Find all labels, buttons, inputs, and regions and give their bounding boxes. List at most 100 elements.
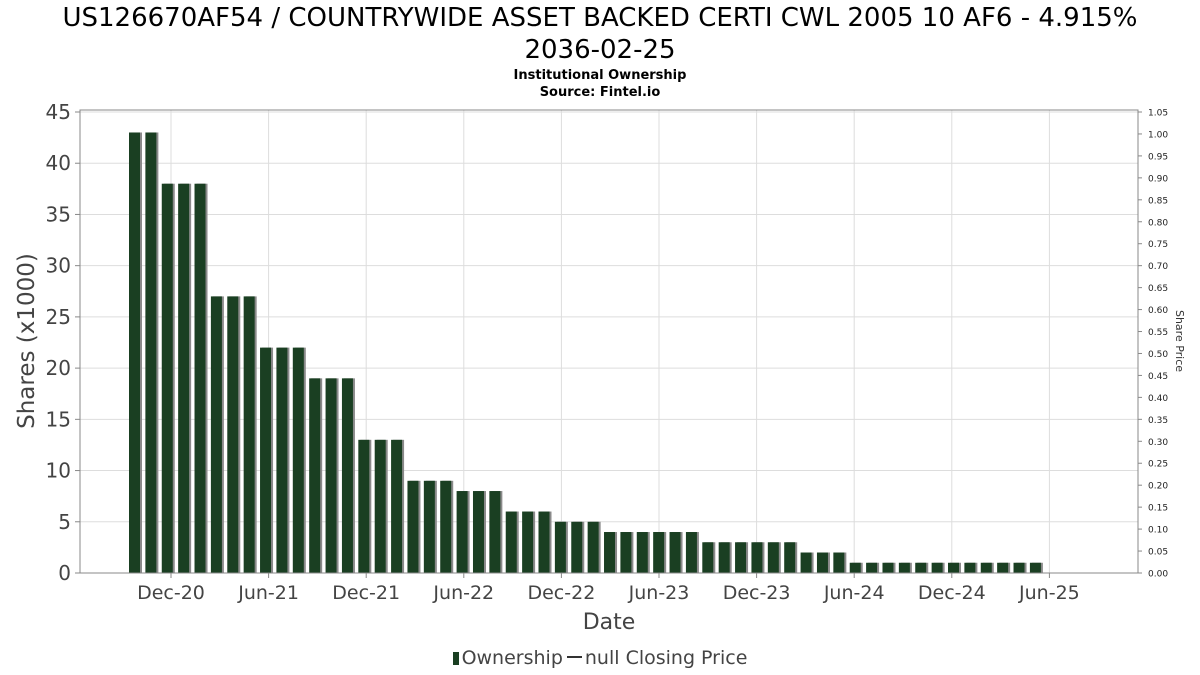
ownership-bar	[931, 562, 943, 573]
x-axis-label: Date	[583, 610, 636, 635]
y2-tick-label: 0.45	[1148, 372, 1168, 382]
ownership-bar	[604, 532, 616, 573]
ownership-bar	[751, 542, 763, 573]
ownership-bar	[1013, 562, 1025, 573]
ownership-bar	[784, 542, 796, 573]
y2-tick-label: 0.20	[1148, 482, 1168, 492]
price-line-icon	[566, 656, 582, 658]
ownership-bar	[194, 183, 206, 573]
ownership-bar	[489, 491, 501, 573]
y2-tick-label: 0.05	[1148, 548, 1168, 558]
y-tick-label: 10	[46, 459, 71, 483]
legend-price: null Closing Price	[584, 647, 748, 669]
legend-ownership: Ownership	[461, 647, 563, 669]
ownership-bar	[161, 183, 173, 573]
ownership-bar	[653, 532, 665, 573]
y-tick-label: 0	[58, 561, 71, 585]
ownership-bar	[620, 532, 632, 573]
y-axis-ticks: 0 5 10 15 20 25 30 35 40 45	[46, 100, 80, 585]
y2-tick-label: 0.55	[1148, 328, 1168, 338]
ownership-bar	[816, 552, 828, 573]
y2-tick-label: 0.70	[1148, 262, 1168, 272]
y2-tick-label: 0.35	[1148, 416, 1168, 426]
chart-title-line1: US126670AF54 / COUNTRYWIDE ASSET BACKED …	[62, 3, 1138, 33]
chart-title-line2: 2036-02-25	[524, 35, 676, 65]
ownership-bar	[997, 562, 1009, 573]
ownership-bar	[145, 132, 157, 573]
y-tick-label: 30	[46, 254, 71, 278]
ownership-bar	[636, 532, 648, 573]
ownership-bar	[309, 378, 321, 573]
y2-tick-label: 0.85	[1148, 196, 1168, 206]
y2-tick-label: 0.30	[1148, 438, 1168, 448]
y-tick-label: 20	[46, 356, 71, 380]
ownership-bar	[538, 511, 550, 573]
ownership-bar	[227, 296, 239, 573]
ownership-bar	[915, 562, 927, 573]
x-tick-label: Jun-21	[237, 582, 299, 604]
y-tick-label: 45	[46, 100, 71, 124]
x-tick-label: Jun-24	[823, 582, 885, 604]
ownership-bar	[505, 511, 517, 573]
ownership-bar	[866, 562, 878, 573]
ownership-bar	[554, 521, 566, 573]
ownership-bar	[456, 491, 468, 573]
x-tick-label: Dec-23	[723, 582, 791, 604]
ownership-bar	[571, 521, 583, 573]
ownership-bar	[292, 347, 304, 573]
ownership-bar	[587, 521, 599, 573]
y2-tick-label: 0.75	[1148, 240, 1168, 250]
chart-source: Source: Fintel.io	[539, 85, 661, 100]
y2-axis-label: Share Price	[1173, 310, 1186, 372]
y2-tick-label: 0.00	[1148, 570, 1168, 580]
ownership-bar	[358, 439, 370, 573]
ownership-bar	[735, 542, 747, 573]
ownership-bar	[702, 542, 714, 573]
ownership-bar	[767, 542, 779, 573]
ownership-bar	[833, 552, 845, 573]
ownership-bar	[898, 562, 910, 573]
x-tick-label: Dec-24	[918, 582, 986, 604]
ownership-bar	[980, 562, 992, 573]
ownership-bar	[210, 296, 222, 573]
ownership-bar	[178, 183, 190, 573]
ownership-bar	[849, 562, 861, 573]
ownership-bar	[669, 532, 681, 573]
ownership-bar	[129, 132, 140, 573]
ownership-bar	[522, 511, 534, 573]
ownership-bar	[882, 562, 894, 573]
ownership-bar	[964, 562, 976, 573]
y-tick-label: 40	[46, 151, 71, 175]
ownership-bar	[243, 296, 255, 573]
x-tick-label: Dec-22	[527, 582, 595, 604]
plot-frame	[79, 109, 1139, 574]
y-tick-label: 35	[46, 202, 71, 226]
ownership-bar	[718, 542, 730, 573]
y2-tick-label: 0.90	[1148, 174, 1168, 184]
y2-tick-label: 0.60	[1148, 306, 1168, 316]
ownership-bar	[423, 480, 435, 573]
x-tick-label: Jun-23	[628, 582, 690, 604]
ownership-bar	[391, 439, 403, 573]
chart-subtitle: Institutional Ownership	[513, 68, 687, 83]
y-tick-label: 15	[46, 407, 71, 431]
x-tick-label: Dec-20	[137, 582, 205, 604]
y2-axis-ticks: 0.00 0.05 0.10 0.15 0.20 0.25 0.30 0.35 0.40 0.45…	[1138, 109, 1168, 580]
x-tick-label: Dec-21	[332, 582, 400, 604]
ownership-bar	[276, 347, 288, 573]
ownership-bar	[948, 562, 959, 573]
y2-tick-label: 0.40	[1148, 394, 1168, 404]
y2-tick-label: 0.80	[1148, 218, 1168, 228]
ownership-bar	[341, 378, 353, 573]
y-axis-label: Shares (x1000)	[14, 253, 40, 429]
ownership-bar	[440, 480, 452, 573]
y2-tick-label: 0.10	[1148, 526, 1168, 536]
ownership-bar	[685, 532, 697, 573]
y2-tick-label: 0.25	[1148, 460, 1168, 470]
legend: Ownership null Closing Price	[0, 647, 1200, 669]
x-axis-ticks: Dec-20 Jun-21 Dec-21 Jun-22 Dec-22 Jun-23 Dec-…	[137, 573, 1080, 604]
y2-tick-label: 0.65	[1148, 284, 1168, 294]
y2-tick-label: 0.50	[1148, 350, 1168, 360]
bars-group	[129, 132, 1043, 573]
